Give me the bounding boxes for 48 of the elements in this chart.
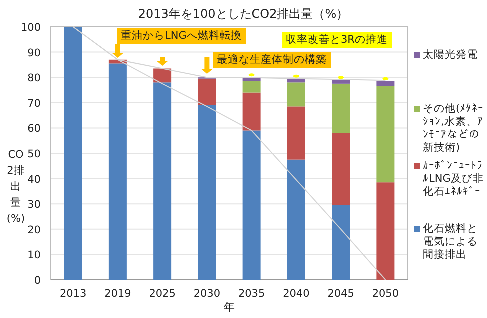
y-tick-label: 10 [28,250,41,262]
bar [332,205,350,280]
x-tick-label: 2019 [104,288,132,300]
x-tick-label: 2030 [194,288,221,300]
bar [332,84,350,134]
bar [108,64,127,280]
y-tick-label: 30 [28,199,41,212]
x-tick-label: 2040 [283,288,310,300]
annotation: 重油からLNGへ燃料転換 [117,28,246,44]
bar [242,92,261,131]
bar [242,81,261,93]
bar [287,160,306,280]
chart-title: 2013年を100としたCO2排出量（%） [137,6,350,23]
y-tick-label: 100 [20,22,41,34]
x-tick-label: 2013 [60,288,87,300]
legend-label: その他(ﾒﾀﾈｰｼｮﾝ,水素、ｱﾝﾓﾆｱなどの新技術) [423,103,486,155]
y-tick-label: 40 [28,174,41,186]
annotation: 収率改善と3Rの推進 [282,32,392,48]
x-tick-label: 2025 [149,288,176,300]
annotation: 最適な生産体制の構築 [213,52,331,68]
bar [376,86,395,183]
x-tick-label: 2035 [238,288,266,300]
bar [154,82,172,280]
y-tick-label: 90 [28,47,41,60]
x-axis-title: 年 [223,300,236,315]
bar [198,78,216,106]
y-tick-label: 70 [28,98,41,110]
bar [332,133,350,206]
legend-label: 太陽光発電 [423,49,479,62]
bar [154,68,172,83]
bar [332,80,350,84]
bar [287,82,306,107]
legend-label: 化石燃料と電気による間接排出 [423,223,479,262]
y-tick-label: 20 [28,224,41,236]
bar [242,130,261,280]
bar [287,106,306,160]
y-axis-title: CO2排出量(%) [6,148,26,227]
y-tick-label: 0 [34,275,41,287]
bar [198,105,216,280]
x-tick-label: 2045 [328,288,354,300]
legend-label: ｶｰﾎﾞﾝﾆｭｰﾄﾗﾙLNG及び非化石ｴﾈﾙｷﾞｰ [423,160,485,199]
x-tick-label: 2050 [372,288,400,300]
bar [376,182,395,280]
y-tick-label: 50 [28,148,41,160]
bar [376,81,395,86]
y-tick-label: 60 [28,123,41,136]
y-tick-label: 80 [28,72,41,85]
bar [64,27,82,280]
